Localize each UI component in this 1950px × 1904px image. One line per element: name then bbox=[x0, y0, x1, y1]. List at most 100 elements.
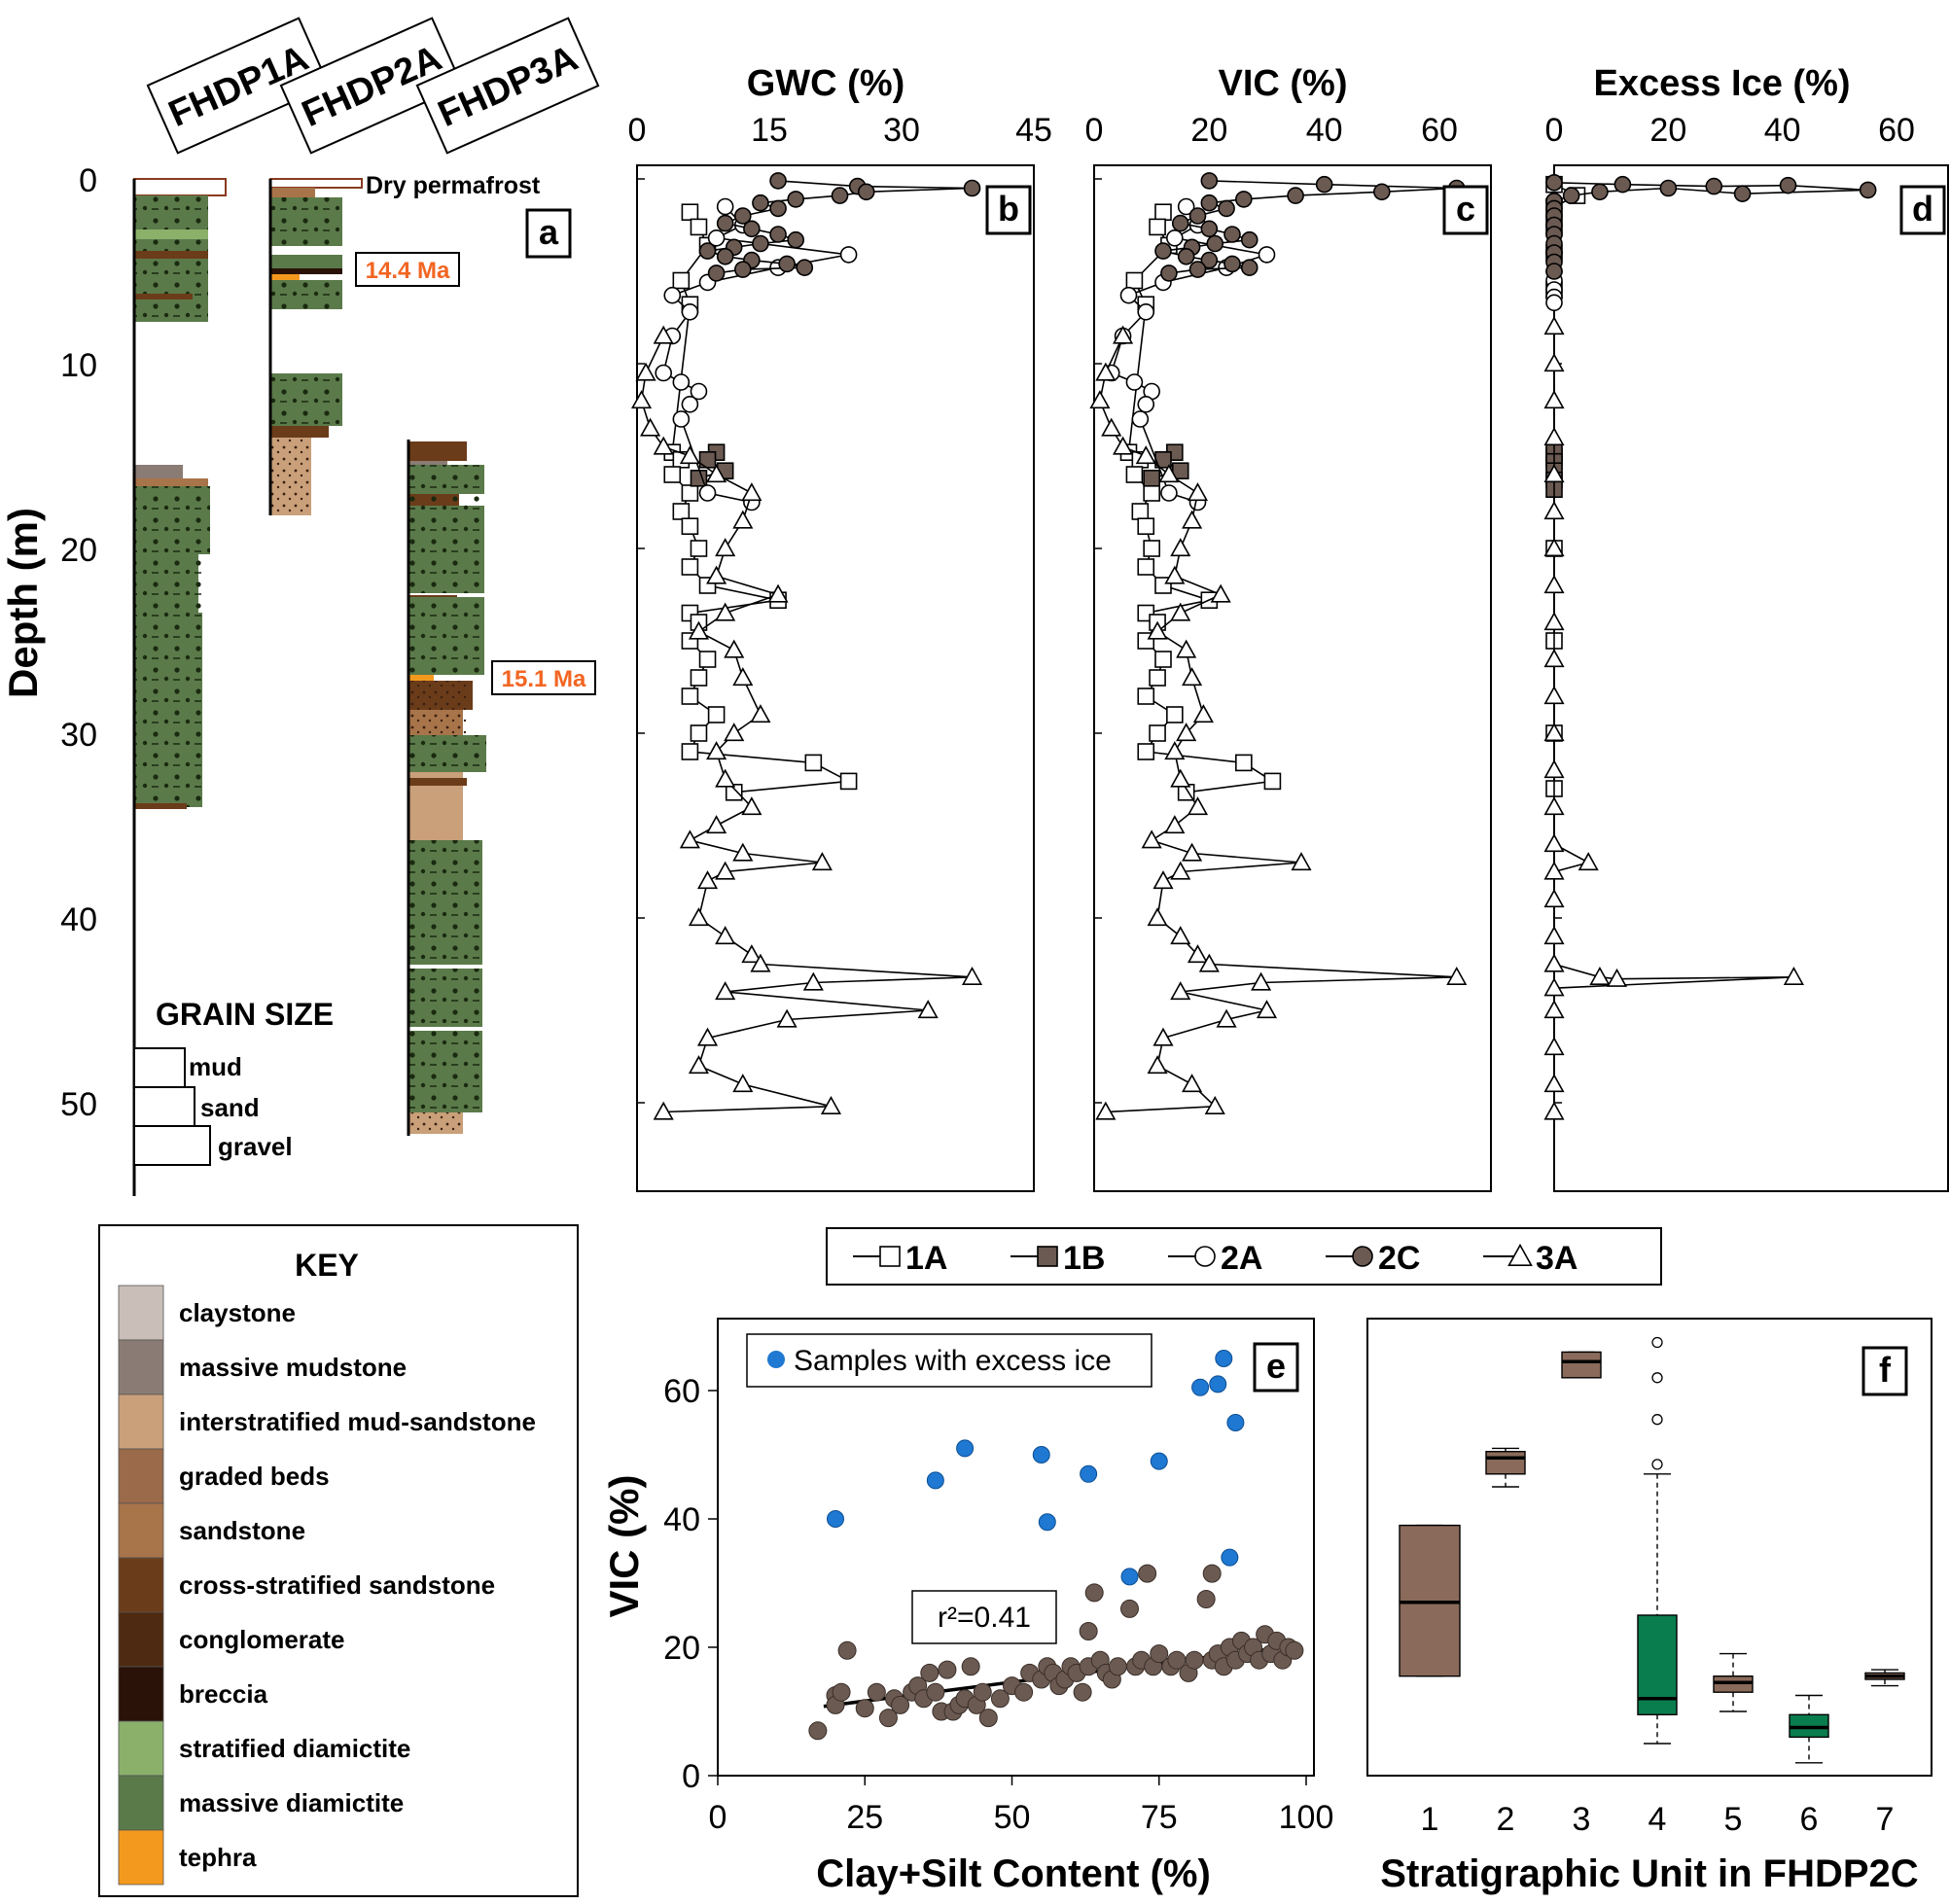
marker-square bbox=[1235, 754, 1253, 772]
depth-tick: 0 bbox=[79, 162, 97, 199]
box bbox=[1561, 1351, 1602, 1379]
grain-label-gravel: gravel bbox=[218, 1132, 293, 1161]
marker-triangle bbox=[715, 981, 736, 1001]
marker-triangle bbox=[732, 667, 754, 687]
marker-triangle bbox=[1158, 464, 1180, 483]
marker-circle bbox=[1131, 410, 1150, 428]
x-tick-label: 75 bbox=[1141, 1799, 1178, 1836]
core-column-1 bbox=[133, 178, 227, 809]
x-tick-label: 0 bbox=[709, 1799, 727, 1836]
grain-box-gravel bbox=[133, 1125, 211, 1166]
marker-circle bbox=[672, 410, 691, 428]
marker-circle bbox=[839, 246, 858, 264]
panel-letter-box bbox=[985, 185, 1032, 235]
excess-ice-point bbox=[1080, 1464, 1098, 1483]
marker-circle bbox=[1160, 264, 1178, 282]
x-tick-label: 100 bbox=[1279, 1799, 1334, 1836]
marker-triangle bbox=[706, 464, 727, 483]
marker-circle bbox=[707, 229, 726, 247]
marker-triangle bbox=[820, 1095, 842, 1114]
marker-triangle bbox=[1216, 1008, 1237, 1028]
marker-square bbox=[1166, 706, 1184, 723]
marker-square bbox=[707, 706, 726, 723]
sample-point bbox=[938, 1660, 957, 1679]
marker-triangle bbox=[724, 723, 745, 742]
excess-ice-point bbox=[1032, 1446, 1050, 1463]
x-tick-label: 0 bbox=[628, 112, 647, 149]
sample-point bbox=[1150, 1644, 1169, 1664]
sample-point bbox=[1185, 1650, 1204, 1670]
marker-circle bbox=[1218, 199, 1235, 218]
excess-ice-point bbox=[1209, 1375, 1227, 1393]
marker-triangle bbox=[679, 445, 700, 465]
scatter-legend-label: Samples with excess ice bbox=[794, 1345, 1112, 1377]
marker-circle bbox=[778, 255, 796, 273]
plot-frame bbox=[636, 164, 1035, 1192]
marker-triangle bbox=[1543, 501, 1565, 520]
marker-circle bbox=[963, 179, 981, 197]
sample-point bbox=[1120, 1599, 1139, 1618]
marker-triangle bbox=[1578, 852, 1599, 871]
x-tick-label: 7 bbox=[1876, 1801, 1895, 1838]
key-swatch bbox=[118, 1666, 164, 1722]
excess-ice-point bbox=[827, 1510, 844, 1528]
marker-triangle bbox=[1147, 907, 1168, 927]
marker-circle bbox=[716, 197, 734, 216]
marker-triangle bbox=[706, 565, 727, 584]
x-tick-label: 30 bbox=[883, 112, 920, 149]
marker-triangle bbox=[1543, 649, 1565, 668]
marker-circle bbox=[1188, 207, 1207, 225]
sample-point bbox=[1138, 1564, 1157, 1583]
marker-circle bbox=[1177, 197, 1195, 216]
marker-triangle bbox=[750, 953, 771, 972]
x-tick-label: 20 bbox=[1649, 112, 1686, 149]
key-swatch bbox=[118, 1775, 164, 1831]
depth-tick: 40 bbox=[60, 901, 97, 938]
marker-triangle bbox=[1164, 741, 1186, 760]
marker-triangle bbox=[715, 861, 736, 880]
key-swatch bbox=[118, 1720, 164, 1777]
key-swatch bbox=[118, 1557, 164, 1613]
marker-square bbox=[690, 218, 708, 236]
marker-triangle bbox=[1170, 538, 1191, 557]
marker-circle bbox=[1705, 177, 1723, 195]
series-line-2C bbox=[707, 180, 973, 274]
sample-point bbox=[855, 1699, 874, 1718]
marker-triangle bbox=[1606, 968, 1628, 987]
key-item-label: conglomerate bbox=[179, 1625, 345, 1654]
x-tick-label: 40 bbox=[1306, 112, 1343, 149]
marker-square bbox=[681, 203, 699, 221]
sample-point bbox=[990, 1689, 1010, 1709]
panel-f: 1 2 3 4 5 6 7 Stratigraphic Unit in FHDP2C f bbox=[1366, 1318, 1932, 1895]
legend-label: 1A bbox=[905, 1240, 947, 1277]
marker-triangle bbox=[1543, 464, 1565, 483]
marker-circle bbox=[1545, 263, 1563, 280]
key-item-label: massive mudstone bbox=[179, 1353, 407, 1382]
marker-triangle bbox=[1176, 639, 1197, 658]
marker-triangle bbox=[1543, 575, 1565, 594]
x-axis-label: Stratigraphic Unit in FHDP2C bbox=[1380, 1852, 1918, 1895]
marker-square bbox=[690, 540, 708, 557]
grain-label-sand: sand bbox=[200, 1093, 260, 1122]
panel-letter: f bbox=[1879, 1350, 1892, 1390]
marker-circle bbox=[1194, 1246, 1216, 1267]
marker-triangle bbox=[1291, 852, 1312, 871]
marker-square bbox=[672, 271, 691, 290]
marker-triangle bbox=[1170, 861, 1191, 880]
marker-triangle bbox=[1543, 723, 1565, 742]
sample-point bbox=[1196, 1590, 1216, 1608]
marker-triangle bbox=[1170, 602, 1191, 621]
x-tick-label: 1 bbox=[1421, 1801, 1439, 1838]
marker-triangle bbox=[1446, 966, 1468, 985]
marker-circle bbox=[1200, 194, 1219, 212]
marker-triangle bbox=[706, 741, 727, 760]
marker-triangle bbox=[1113, 436, 1134, 455]
key-item-label: stratified diamictite bbox=[179, 1734, 410, 1763]
marker-triangle bbox=[1089, 390, 1111, 409]
y-tick-label: 20 bbox=[663, 1630, 700, 1667]
marker-circle bbox=[1188, 261, 1207, 278]
svg-text:15.1 Ma: 15.1 Ma bbox=[502, 666, 586, 692]
marker-triangle bbox=[1543, 316, 1565, 335]
marker-triangle bbox=[750, 704, 771, 723]
